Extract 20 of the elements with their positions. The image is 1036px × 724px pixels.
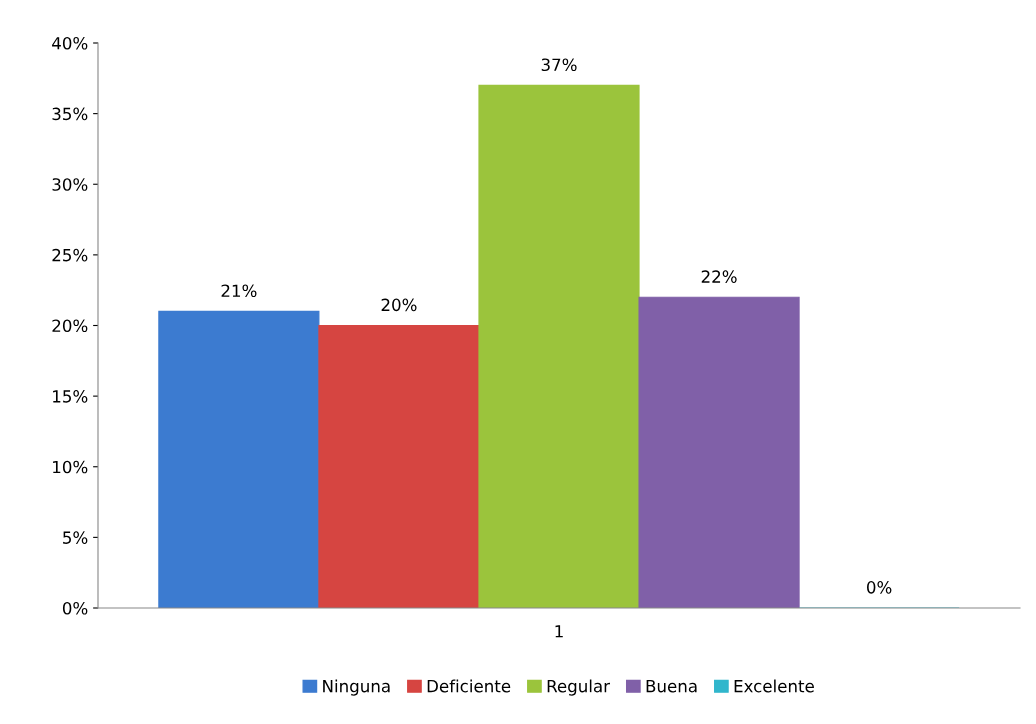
y-tick-label: 30% <box>52 178 88 191</box>
y-tick-label: 25% <box>52 248 88 262</box>
data-label: 20% <box>381 298 417 312</box>
y-tick-label: 20% <box>52 319 88 333</box>
x-tick-label: 1 <box>555 625 563 638</box>
data-label: 0% <box>867 581 892 594</box>
y-tick-label: 0% <box>62 601 88 615</box>
y-tick-label: 15% <box>53 390 88 403</box>
legend-label: Regular <box>547 679 611 696</box>
legend-label: Excelente <box>734 679 814 693</box>
data-label: 21% <box>221 284 257 298</box>
y-tick-label: 40% <box>52 36 88 50</box>
y-tick-label: 35% <box>52 107 88 121</box>
y-tick-label: 10% <box>53 460 88 474</box>
legend-label: Ninguna <box>323 679 390 696</box>
legend-label: Buena <box>646 680 697 693</box>
y-tick-label: 5% <box>63 531 88 544</box>
data-label: 22% <box>701 270 737 283</box>
data-label: 37% <box>541 58 577 72</box>
legend-label: Deficiente <box>427 679 511 693</box>
